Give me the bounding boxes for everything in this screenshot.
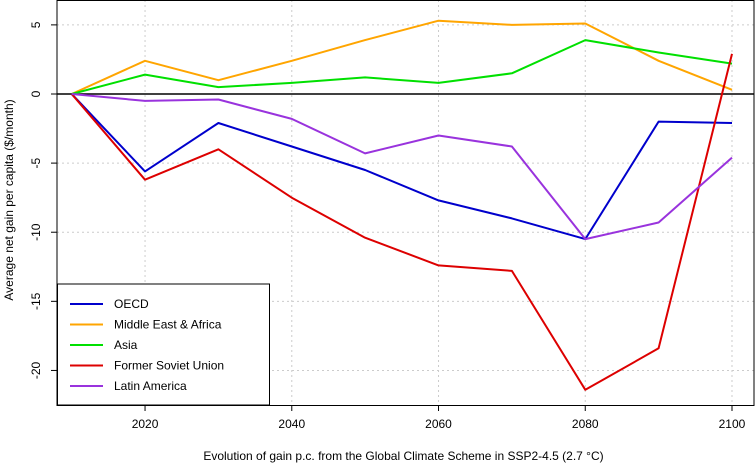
y-tick-label: -15 — [29, 292, 43, 310]
legend-label: OECD — [114, 297, 149, 311]
legend: OECD Middle East & Africa Asia Former Sovie… — [57, 283, 270, 406]
legend-label: Latin America — [114, 379, 187, 393]
x-tick-label: 2080 — [572, 417, 599, 431]
y-axis: 5 0 -5 -10 -15 -20 — [29, 21, 57, 379]
series-line-1 — [71, 19, 733, 95]
x-tick-label: 2060 — [425, 417, 452, 431]
x-tick-label: 2100 — [719, 417, 746, 431]
y-tick-label: -10 — [29, 223, 43, 241]
legend-label: Former Soviet Union — [114, 359, 224, 373]
x-axis: 2020 2040 2060 2080 2100 — [132, 405, 746, 431]
series-line-4 — [71, 93, 733, 241]
plot-frame — [56, 0, 755, 406]
y-tick-label: 0 — [29, 90, 43, 97]
series-line-2 — [71, 39, 733, 95]
y-tick-label: -20 — [29, 361, 43, 379]
legend-label: Middle East & Africa — [114, 318, 222, 332]
series-line-3 — [70, 53, 733, 391]
y-tick-label: -5 — [29, 157, 43, 168]
x-tick-label: 2020 — [132, 417, 159, 431]
x-axis-title: Evolution of gain p.c. from the Global C… — [203, 449, 603, 463]
series-line-0 — [70, 93, 733, 241]
y-tick-label: 5 — [29, 21, 43, 28]
series-lines — [70, 19, 733, 391]
y-axis-title: Average net gain per capita ($/month) — [2, 99, 16, 300]
x-tick-label: 2040 — [278, 417, 305, 431]
legend-label: Asia — [114, 338, 138, 352]
